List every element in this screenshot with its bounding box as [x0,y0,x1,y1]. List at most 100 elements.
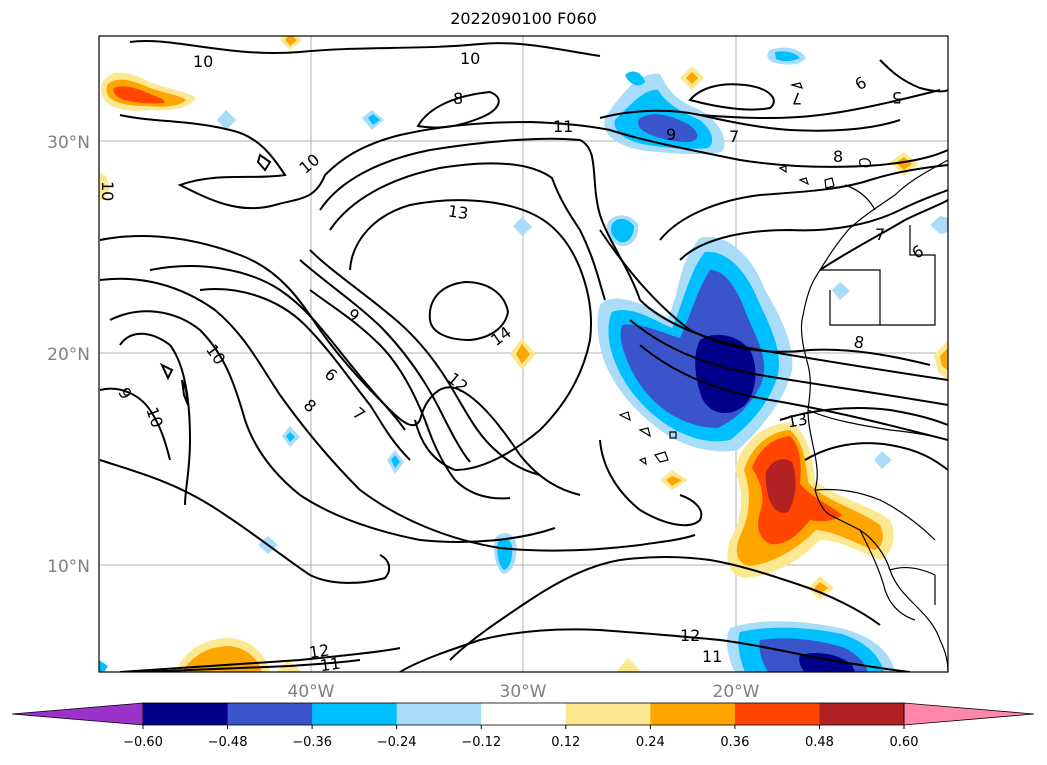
contour-line [199,288,411,461]
contour-line [416,90,500,129]
contour-label: 8 [833,147,843,166]
contour-line [119,114,611,210]
contour-label: 10 [98,181,117,201]
latitude-tick-labels: 30°N 20°N 10°N [47,133,90,577]
colorbar-segment [227,703,313,725]
colorbar-tick-label: −0.24 [377,735,417,750]
country-border [859,529,916,621]
contour-line [428,280,510,342]
country-border [814,488,936,541]
colorbar-segment [143,703,229,725]
contour-line [629,319,948,406]
contour-label: 7 [792,89,802,108]
contour-line [699,89,941,120]
colorbar-frame [142,702,905,726]
contour-line [639,299,948,381]
positive-shading [99,36,948,672]
country-border [807,409,948,441]
contour-label: 11 [553,117,573,136]
contour-line [688,83,775,111]
africa-coastline [800,159,948,672]
contour-line [639,344,948,441]
negative-shading [99,47,948,672]
lat-tick-label: 20°N [47,345,90,365]
colorbar-segment [734,703,820,725]
contour-label: 12 [680,626,700,645]
contour-label: 11 [319,654,342,676]
contour-line [804,442,948,471]
country-border [880,225,936,326]
longitude-tick-labels: 40°W 30°W 20°W [288,682,760,702]
contour-line [256,153,272,172]
contour-line [309,289,511,500]
map-title: 2022090100 F060 [450,9,597,28]
contour-line [399,628,911,672]
map-layers: 10 10 10 10 8 11 9 7 6 5 7 8 6 7 13 14 9… [98,36,948,676]
colorbar-segment [565,703,651,725]
contour-label: 10 [193,52,213,71]
contour-line [299,259,471,463]
lon-tick-label: 40°W [288,682,335,702]
contour-line [149,265,406,431]
contour-label: 9 [666,125,676,144]
contour-line [599,439,703,527]
contour-line [879,59,948,93]
colorbar-segment [819,703,905,725]
contour-lines [99,39,948,672]
contour-label: 13 [786,409,809,431]
contour-line [159,362,174,381]
colorbar: −0.60 −0.48 −0.36 −0.24 −0.12 0.12 0.24 0.36 0.4… [11,702,1035,750]
map-frame [98,35,949,673]
lat-tick-label: 10°N [47,557,90,577]
colorbar-tick-label: 0.48 [805,735,834,750]
coastlines [618,82,948,672]
colorbar-tick-label: −0.36 [292,735,332,750]
contour-label: 7 [729,127,739,146]
contour-line [129,39,601,57]
contour-line [609,129,948,168]
contour-line [599,109,901,132]
contour-line [599,229,931,366]
colorbar-tick-label: −0.60 [123,735,163,750]
colorbar-tick-label: −0.12 [461,735,501,750]
contour-label: 11 [702,647,722,666]
contour-line [139,659,361,672]
contour-line [449,556,881,661]
contour-line [109,310,556,543]
contour-label: 5 [892,88,902,107]
contour-line [779,407,948,426]
colorbar-segment [312,703,398,725]
colorbar-tick-label: 0.60 [890,735,919,750]
colorbar-tick-label: 0.36 [720,735,749,750]
colorbar-segment [650,703,736,725]
contour-label: 8 [852,332,865,352]
contour-label: 7 [875,225,885,244]
contour-line [181,379,189,406]
lon-tick-label: 30°W [500,682,547,702]
lat-tick-label: 30°N [47,133,90,153]
contour-label: 12 [308,641,331,663]
colorbar-segment [396,703,482,725]
contour-label: 8 [453,89,463,108]
colorbar-extend-max [903,702,1035,726]
contour-line [819,199,948,271]
contour-line [329,162,606,301]
contour-line [99,277,696,552]
contour-line [99,387,171,461]
contour-line [349,199,592,472]
country-border [889,566,936,605]
colorbar-tick-label: −0.48 [208,735,248,750]
contour-line [119,647,401,672]
lon-tick-label: 20°W [713,682,760,702]
contour-line [679,189,948,261]
contour-line [309,249,541,476]
contour-label: 10 [460,49,480,68]
contour-line [319,137,641,301]
contour-line [99,459,391,584]
contour-label: 13 [447,201,470,223]
colorbar-segment [481,703,567,725]
colorbar-extend-min [11,702,144,726]
country-border [844,184,876,211]
colorbar-tick-label: 0.24 [636,735,665,750]
